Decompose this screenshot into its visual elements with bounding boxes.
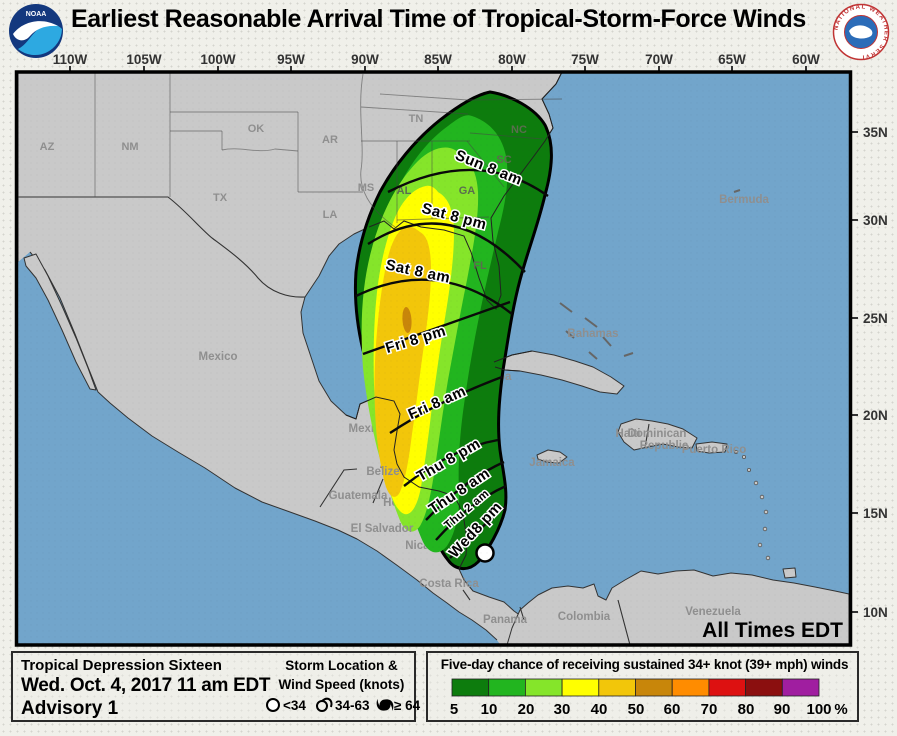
lon-tick-label: 70W (645, 52, 673, 67)
storm-legend-title-2: Wind Speed (knots) (278, 677, 405, 692)
tropical-storm-symbol-icon (316, 697, 333, 712)
scale-label: 90 (774, 701, 791, 718)
scale-label: 5 (450, 701, 458, 718)
scale-unit: % (834, 701, 847, 718)
scale-label: 20 (518, 701, 535, 718)
lon-tick-label: 95W (277, 52, 305, 67)
probability-colorbar: 5 10 20 30 40 50 60 70 80 90 100 % (450, 678, 848, 718)
swatch-60 (671, 678, 710, 697)
swatch-80 (745, 678, 783, 697)
noaa-bird-glyph (13, 21, 58, 41)
lon-tick-label: 100W (200, 52, 236, 67)
lon-tick-label: 65W (718, 52, 746, 67)
map-frame (14, 70, 853, 647)
storm-info-box: Tropical Depression Sixteen Wed. Oct. 4,… (11, 651, 421, 722)
colorbar-swatches (451, 678, 820, 697)
storm-symbols-legend: <34 34-63 ≥ 64 (266, 697, 421, 713)
depression-symbol-label: <34 (283, 698, 306, 713)
scale-title: Five-day chance of receiving sustained 3… (440, 657, 849, 672)
lon-tick-label: 60W (792, 52, 820, 67)
lon-tick-label: 110W (53, 52, 88, 67)
lon-tick-label: 85W (424, 52, 452, 67)
swatch-40 (598, 678, 636, 697)
storm-name: Tropical Depression Sixteen (21, 657, 222, 674)
lon-tick-label: 75W (571, 52, 599, 67)
lon-tick-label: 90W (351, 52, 379, 67)
swatch-50 (635, 678, 673, 697)
swatch-5 (451, 678, 490, 697)
swatch-90 (781, 678, 820, 697)
storm-legend-title-1: Storm Location & (285, 658, 398, 673)
scale-label: 100 (806, 701, 831, 718)
map-texture (16, 72, 851, 645)
latitude-axis: 35N 30N 25N 20N 15N 10N (850, 125, 888, 620)
scale-label: 80 (738, 701, 755, 718)
scale-label: 40 (591, 701, 608, 718)
lat-tick-label: 30N (863, 213, 888, 228)
hurricane-symbol-label: ≥ 64 (394, 698, 421, 713)
colorbar-labels: 5 10 20 30 40 50 60 70 80 90 100 % (450, 701, 848, 718)
swatch-30 (561, 678, 600, 697)
depression-symbol-icon (266, 698, 280, 712)
scale-label: 30 (554, 701, 571, 718)
scale-label: 60 (664, 701, 681, 718)
scale-label: 50 (628, 701, 645, 718)
lon-tick-label: 105W (126, 52, 162, 67)
swatch-10 (488, 678, 526, 697)
page-title: Earliest Reasonable Arrival Time of Trop… (71, 5, 806, 33)
lat-tick-label: 20N (863, 408, 888, 423)
noaa-logo-icon: NOAA (9, 4, 63, 58)
nws-logo-icon: NATIONAL WEATHER SERVICE (831, 3, 890, 61)
nws-cloud-glyph (849, 25, 873, 39)
hurricane-symbol-icon (376, 699, 394, 711)
tropical-storm-symbol-label: 34-63 (335, 698, 370, 713)
swatch-70 (708, 678, 746, 697)
header: NOAA Earliest Reasonable Arrival Time of… (0, 0, 897, 61)
probability-scale-box: Five-day chance of receiving sustained 3… (426, 651, 859, 722)
advisory-number: Advisory 1 (21, 698, 119, 719)
noaa-text: NOAA (26, 11, 47, 18)
lat-tick-label: 10N (863, 605, 888, 620)
lat-tick-label: 35N (863, 125, 888, 140)
swatch-20 (525, 678, 563, 697)
map: 110W 105W 100W 95W 90W 85W 80W 75W 70W 6… (14, 52, 888, 647)
lat-tick-label: 15N (863, 506, 888, 521)
scale-label: 70 (701, 701, 718, 718)
lon-tick-label: 80W (498, 52, 526, 67)
lat-tick-label: 25N (863, 311, 888, 326)
scale-label: 10 (481, 701, 498, 718)
advisory-datetime: Wed. Oct. 4, 2017 11 am EDT (21, 675, 271, 696)
longitude-axis: 110W 105W 100W 95W 90W 85W 80W 75W 70W 6… (53, 52, 820, 73)
